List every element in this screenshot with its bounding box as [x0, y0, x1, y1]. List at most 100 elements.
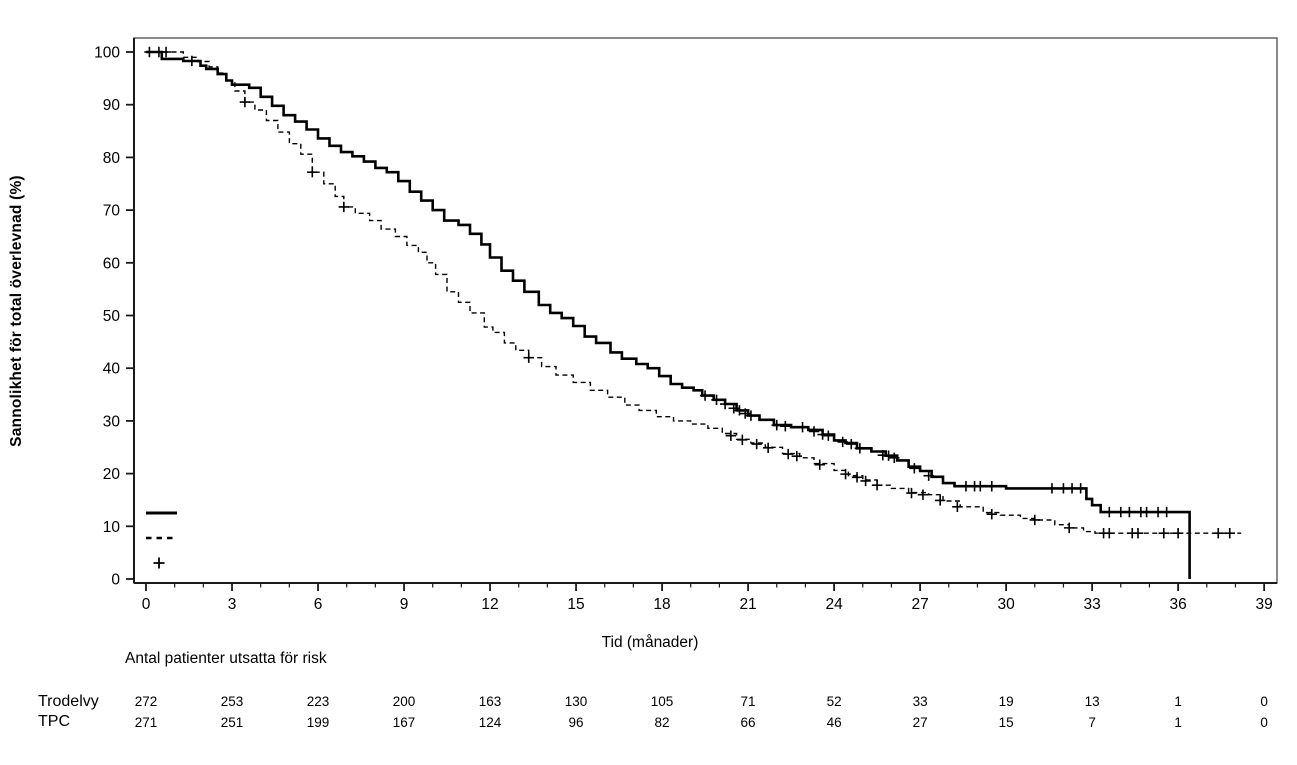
- x-tick-label: 18: [653, 596, 670, 613]
- risk-count: 251: [221, 715, 244, 730]
- y-axis-label: Sannolikhet för total överlevnad (%): [8, 175, 25, 447]
- risk-count: 253: [221, 694, 244, 709]
- risk-count: 66: [741, 715, 756, 730]
- risk-count: 105: [651, 694, 674, 709]
- censor-mark-tpc: [160, 46, 172, 58]
- risk-count: 19: [999, 694, 1014, 709]
- y-tick-label: 80: [103, 150, 121, 167]
- x-tick-label: 30: [997, 596, 1015, 613]
- risk-count: 96: [569, 715, 584, 730]
- censor-mark-trodelvy: [823, 430, 834, 441]
- censor-mark-tpc: [860, 475, 871, 487]
- censor-mark-trodelvy: [837, 436, 848, 448]
- risk-count: 52: [827, 694, 842, 709]
- censor-mark-trodelvy: [771, 419, 782, 431]
- y-tick-label: 50: [103, 308, 121, 325]
- x-tick-label: 39: [1256, 596, 1273, 613]
- y-tick-label: 40: [103, 361, 121, 378]
- censor-mark-tpc: [737, 434, 748, 446]
- censor-mark-trodelvy: [780, 420, 791, 432]
- censor-mark-trodelvy: [740, 408, 751, 419]
- risk-count: 0: [1260, 694, 1268, 709]
- censor-mark-trodelvy: [854, 443, 866, 454]
- risk-count: 33: [913, 694, 928, 709]
- x-tick-label: 36: [1169, 596, 1186, 613]
- censor-mark-trodelvy: [734, 405, 745, 416]
- risk-count: 13: [1085, 694, 1100, 709]
- plot-frame: [133, 37, 1278, 584]
- risk-count: 82: [655, 715, 670, 730]
- censor-mark-trodelvy: [909, 463, 920, 474]
- risk-count: 7: [1088, 715, 1096, 730]
- censor-mark-tpc: [1063, 522, 1075, 534]
- x-tick-label: 24: [825, 596, 843, 613]
- censor-mark-trodelvy: [728, 403, 739, 414]
- risk-count: 163: [479, 694, 502, 709]
- risk-count: 1: [1174, 694, 1182, 709]
- risk-count: 0: [1260, 715, 1268, 730]
- risk-count: 130: [565, 694, 588, 709]
- censor-mark-tpc: [239, 96, 251, 108]
- risk-table-title: Antal patienter utsatta för risk: [125, 650, 327, 667]
- risk-count: 200: [393, 694, 416, 709]
- censor-mark-tpc: [1158, 527, 1169, 539]
- risk-count: 46: [827, 715, 842, 730]
- risk-count: 199: [307, 715, 330, 730]
- censor-mark-trodelvy: [846, 438, 857, 450]
- risk-count: 271: [135, 715, 158, 730]
- censor-mark-trodelvy: [923, 470, 934, 481]
- censor-mark-trodelvy: [1124, 506, 1135, 518]
- censor-mark-trodelvy: [808, 426, 820, 437]
- y-tick-label: 0: [111, 572, 120, 589]
- censor-mark-trodelvy: [1141, 506, 1152, 518]
- censor-mark-tpc: [906, 487, 917, 499]
- risk-count: 124: [479, 715, 502, 730]
- censor-mark-tpc: [1172, 527, 1184, 539]
- risk-count: 167: [393, 715, 416, 730]
- risk-count: 272: [135, 694, 158, 709]
- censor-mark-tpc: [871, 479, 883, 491]
- y-tick-label: 100: [94, 45, 120, 62]
- risk-row-label-tpc: TPC: [38, 713, 70, 730]
- censor-mark-trodelvy: [1104, 506, 1115, 518]
- censor-mark-tpc: [307, 166, 318, 178]
- censor-mark-tpc: [917, 489, 929, 500]
- censor-mark-tpc: [1224, 527, 1235, 539]
- x-tick-label: 9: [400, 596, 409, 613]
- x-tick-label: 6: [314, 596, 323, 613]
- censor-mark-tpc: [783, 448, 794, 460]
- censor-mark-trodelvy: [883, 450, 894, 461]
- censor-mark-tpc: [338, 201, 350, 213]
- risk-count: 15: [999, 715, 1014, 730]
- censor-mark-tpc: [934, 495, 946, 506]
- x-tick-label: 15: [567, 596, 584, 613]
- risk-count: 223: [307, 694, 330, 709]
- censor-mark-tpc: [1104, 527, 1115, 539]
- censor-mark-trodelvy: [1075, 483, 1086, 494]
- censor-mark-trodelvy: [1161, 506, 1172, 518]
- censor-mark-trodelvy: [797, 422, 808, 433]
- x-tick-label: 21: [739, 596, 756, 613]
- risk-count: 71: [741, 694, 756, 709]
- censor-mark-trodelvy: [719, 398, 731, 410]
- censor-mark-trodelvy: [975, 481, 986, 492]
- censor-mark-tpc: [840, 468, 851, 480]
- censor-mark-tpc: [814, 459, 825, 470]
- censor-mark-tpc: [523, 352, 534, 363]
- censor-mark-trodelvy: [711, 394, 722, 406]
- censor-mark-trodelvy: [699, 390, 711, 401]
- censor-mark-tpc: [791, 451, 803, 462]
- risk-row-label-trodelvy: Trodelvy: [38, 693, 99, 710]
- y-tick-label: 90: [103, 97, 121, 114]
- y-tick-label: 10: [103, 519, 121, 536]
- y-tick-label: 20: [103, 466, 121, 483]
- censor-mark-trodelvy: [1046, 483, 1058, 494]
- censor-mark-tpc: [986, 508, 997, 520]
- y-tick-label: 30: [103, 413, 121, 430]
- censor-mark-trodelvy: [745, 410, 757, 421]
- x-tick-label: 0: [142, 596, 151, 613]
- censor-mark-trodelvy: [889, 452, 900, 463]
- censor-mark-tpc: [725, 430, 737, 441]
- risk-count: 27: [913, 715, 928, 730]
